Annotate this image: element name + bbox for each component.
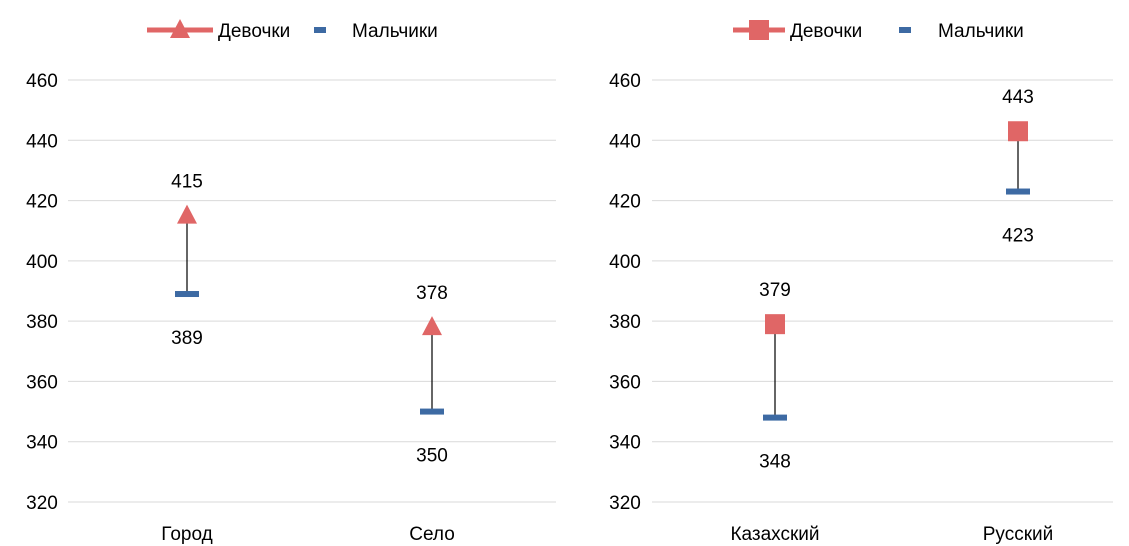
y-tick-label: 420 xyxy=(26,192,58,213)
boys-data-label: 348 xyxy=(759,452,791,473)
y-tick-label: 440 xyxy=(609,131,641,152)
girls-data-label: 415 xyxy=(171,172,203,193)
boys-marker xyxy=(763,414,787,421)
girls-marker xyxy=(177,204,197,224)
boys-data-label: 423 xyxy=(1002,226,1034,247)
y-tick-label: 460 xyxy=(26,71,58,92)
legend-girls-marker xyxy=(170,19,190,38)
y-tick-label: 340 xyxy=(609,433,641,454)
x-category-label: Русский xyxy=(983,524,1054,545)
x-category-label: Город xyxy=(161,524,212,545)
girls-data-label: 443 xyxy=(1002,87,1034,108)
y-tick-label: 400 xyxy=(609,252,641,273)
chart-language: 320 340 360 380 400 420 440 460 Казахский Русский… xyxy=(609,20,1113,545)
y-tick-label: 420 xyxy=(609,192,641,213)
y-tick-label: 460 xyxy=(609,71,641,92)
legend-girls-marker xyxy=(749,20,769,40)
boys-data-label: 350 xyxy=(416,446,448,467)
boys-marker xyxy=(420,408,444,415)
boys-marker xyxy=(175,291,199,298)
legend: Девочки Мальчики xyxy=(733,20,1024,42)
y-tick-label: 400 xyxy=(26,252,58,273)
girls-data-label: 378 xyxy=(416,283,448,304)
x-category-label: Казахский xyxy=(730,524,819,545)
girls-marker xyxy=(1008,121,1028,142)
y-tick-label: 340 xyxy=(26,433,58,454)
legend: Девочки Мальчики xyxy=(147,19,438,42)
legend-girls-label: Девочки xyxy=(218,21,290,42)
boys-marker xyxy=(1006,188,1030,195)
girls-marker xyxy=(765,314,785,335)
y-tick-label: 360 xyxy=(609,372,641,393)
girls-data-label: 379 xyxy=(759,280,791,301)
girls-marker xyxy=(422,316,442,336)
x-category-label: Село xyxy=(409,524,455,545)
y-tick-label: 380 xyxy=(609,312,641,333)
y-tick-label: 320 xyxy=(609,493,641,514)
boys-data-label: 389 xyxy=(171,328,203,349)
legend-boys-label: Мальчики xyxy=(352,21,438,42)
legend-boys-label: Мальчики xyxy=(938,21,1024,42)
y-tick-label: 440 xyxy=(26,131,58,152)
chart-city-village: 320 340 360 380 400 420 440 460 Город Село 415 378 3… xyxy=(26,19,556,545)
y-tick-label: 360 xyxy=(26,372,58,393)
legend-boys-marker xyxy=(899,27,911,33)
legend-girls-label: Девочки xyxy=(790,21,862,42)
legend-boys-marker xyxy=(314,27,326,33)
y-tick-label: 320 xyxy=(26,493,58,514)
y-tick-label: 380 xyxy=(26,312,58,333)
